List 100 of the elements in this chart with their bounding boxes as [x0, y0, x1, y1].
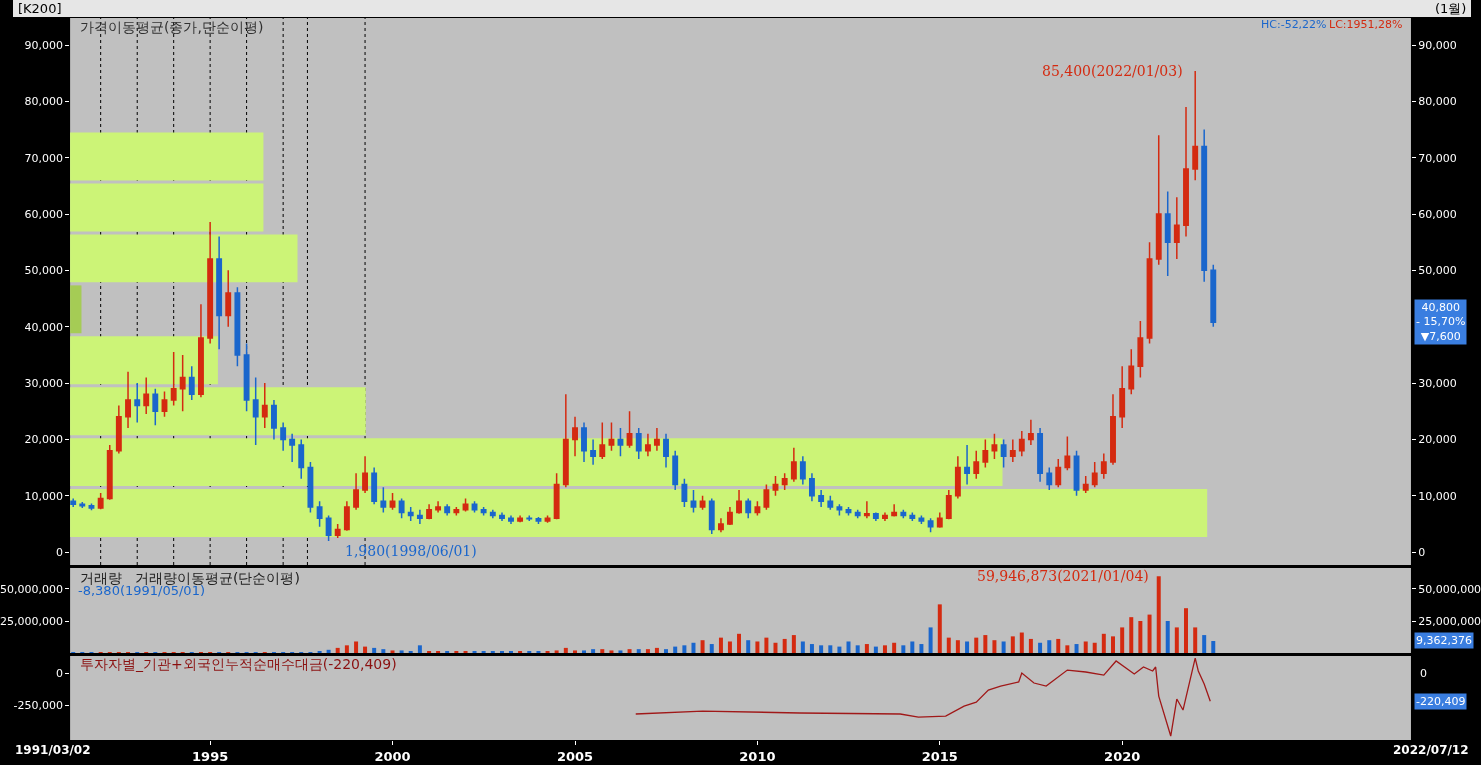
bar — [600, 649, 605, 653]
candlestick — [818, 489, 825, 508]
bar — [983, 635, 988, 653]
y2-tick-label: 25,000,000 — [1418, 614, 1481, 628]
bar — [809, 644, 814, 653]
bar — [563, 647, 568, 653]
candlestick — [489, 509, 496, 519]
candlestick — [872, 511, 879, 522]
bar — [1065, 645, 1070, 653]
text: 1991/03/02 — [15, 743, 91, 757]
chart-subtitle: 거래량이동평균(단순이평) — [135, 570, 300, 586]
candlestick — [1183, 106, 1189, 238]
candlestick — [380, 486, 387, 514]
bar — [1147, 614, 1152, 653]
y2-tick-label: 70,000 — [1418, 151, 1457, 165]
x-tick-label: 2005 — [556, 748, 594, 764]
candlestick — [79, 501, 86, 509]
bar — [344, 645, 349, 653]
candlestick — [635, 427, 642, 460]
candlestick — [936, 511, 943, 529]
candlestick — [234, 286, 241, 367]
bar — [755, 641, 760, 653]
y-tick-label: 0 — [55, 545, 63, 559]
bar — [618, 650, 623, 653]
y-tick-label: 80,000 — [24, 95, 63, 109]
bar — [837, 646, 842, 653]
bar — [1010, 636, 1015, 653]
candlestick — [1128, 348, 1135, 396]
bar — [819, 645, 824, 653]
text: [K200] — [18, 1, 62, 16]
y-tick-label: 20,000 — [24, 433, 63, 447]
y-tick-label: 25,000,000 — [0, 614, 63, 628]
candlestick — [781, 472, 788, 491]
bar — [773, 642, 778, 653]
bar — [1174, 627, 1179, 653]
bar — [1074, 644, 1079, 653]
bar — [1092, 642, 1097, 653]
candlestick — [1000, 438, 1007, 469]
candlestick — [1055, 458, 1062, 489]
chart-title: 거래량 — [80, 570, 122, 586]
candlestick — [863, 500, 870, 519]
bar — [70, 285, 82, 334]
candlestick — [763, 483, 770, 511]
candlestick — [271, 399, 277, 441]
candlestick — [307, 461, 314, 514]
x-tick-label: 1995 — [192, 748, 229, 764]
bar — [974, 637, 979, 653]
text: 9,362,376 — [1416, 634, 1472, 647]
candlestick — [371, 466, 378, 505]
candlestick — [1100, 452, 1107, 480]
candlestick — [617, 427, 624, 458]
bar — [354, 641, 359, 653]
candlestick — [681, 478, 688, 508]
candlestick — [508, 514, 514, 525]
bar — [70, 183, 264, 232]
bar — [937, 604, 942, 653]
bar — [609, 650, 614, 653]
candlestick — [599, 421, 606, 460]
candlestick — [726, 506, 733, 526]
y2-tick-label: 50,000 — [1418, 264, 1457, 278]
candlestick — [106, 444, 113, 501]
bar — [1193, 627, 1198, 653]
bar — [70, 234, 298, 283]
candlestick — [115, 404, 122, 455]
text: 2022/07/12 — [1393, 743, 1469, 757]
x-tick-label: 2000 — [374, 748, 411, 764]
bar — [992, 640, 997, 653]
candlestick — [1210, 263, 1217, 328]
bar — [399, 650, 404, 653]
candlestick — [143, 376, 150, 415]
candlestick — [690, 489, 697, 514]
candlestick — [1037, 427, 1044, 483]
y2-tick-label: 50,000,000 — [1418, 582, 1481, 596]
bar — [1028, 638, 1033, 653]
bar — [1120, 627, 1125, 653]
candlestick — [426, 503, 433, 521]
candlestick — [581, 421, 587, 463]
bar — [800, 641, 805, 653]
x-tick-label: 2015 — [921, 748, 958, 764]
bar — [573, 650, 578, 653]
x-tick-label: 2010 — [739, 748, 776, 764]
candlestick — [663, 432, 669, 469]
candlestick — [1155, 134, 1162, 266]
candlestick — [891, 503, 898, 517]
candlestick — [927, 517, 934, 534]
candlestick — [799, 455, 806, 486]
candlestick — [854, 509, 861, 519]
y-tick-label: 90,000 — [24, 38, 63, 52]
y-tick-label: 10,000 — [24, 489, 63, 503]
candlestick — [608, 421, 615, 452]
text: (1월) — [1435, 1, 1467, 16]
candlestick — [736, 489, 742, 515]
bar — [691, 642, 696, 653]
bar — [782, 638, 787, 653]
y-tick-label: 50,000,000 — [0, 582, 63, 596]
text: 40,800 - 15,70% ▼7,600 — [1416, 301, 1466, 343]
annotation: LC:1951,28% — [1329, 18, 1403, 31]
candlestick — [918, 514, 925, 525]
candlestick — [544, 514, 551, 524]
bar — [700, 640, 705, 653]
